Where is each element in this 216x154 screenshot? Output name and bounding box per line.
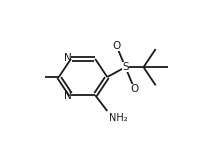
- Text: N: N: [64, 53, 71, 63]
- Text: O: O: [130, 84, 138, 94]
- Text: NH₂: NH₂: [109, 113, 127, 123]
- Text: S: S: [122, 62, 129, 72]
- Text: N: N: [64, 91, 71, 101]
- Text: O: O: [113, 41, 121, 51]
